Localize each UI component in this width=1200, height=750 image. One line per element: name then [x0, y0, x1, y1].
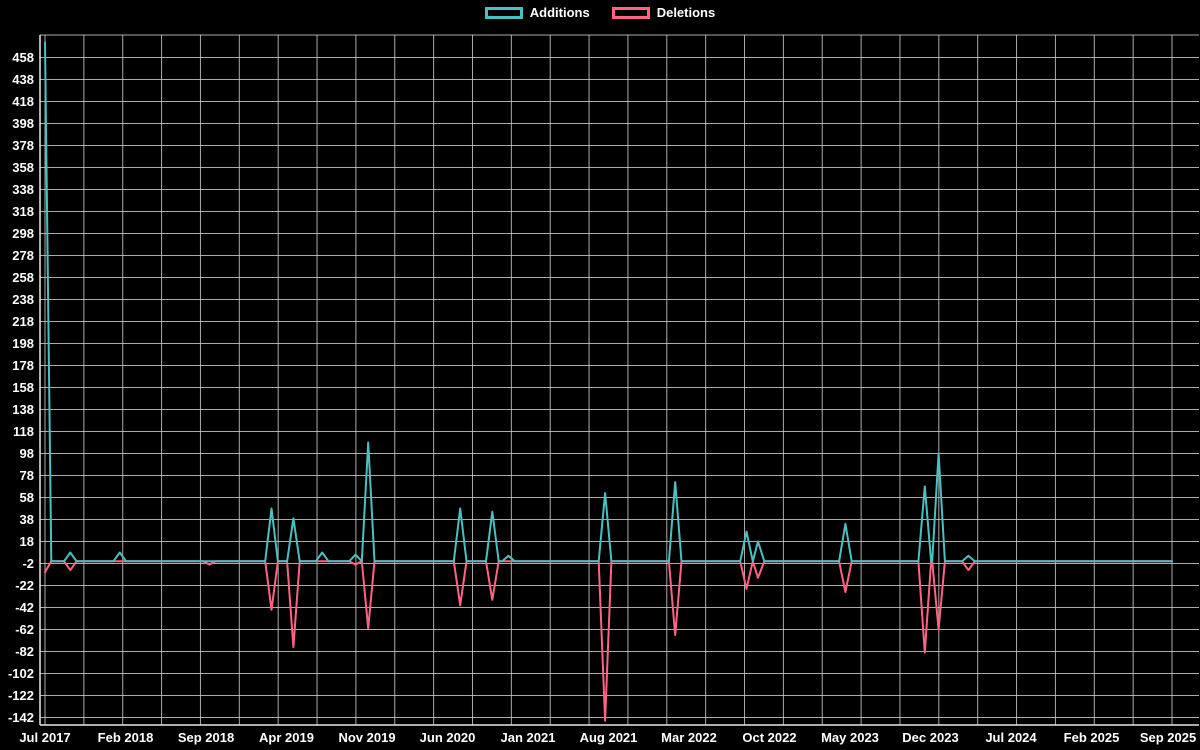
svg-text:98: 98: [20, 446, 34, 461]
svg-text:158: 158: [12, 380, 34, 395]
svg-text:Jul 2024: Jul 2024: [985, 730, 1037, 745]
deletions-legend-swatch: [611, 6, 650, 19]
svg-text:58: 58: [20, 490, 34, 505]
svg-text:78: 78: [20, 468, 34, 483]
svg-text:18: 18: [20, 534, 34, 549]
svg-text:398: 398: [12, 116, 34, 131]
svg-text:Feb 2025: Feb 2025: [1064, 730, 1120, 745]
svg-text:Jul 2017: Jul 2017: [19, 730, 70, 745]
svg-text:198: 198: [12, 336, 34, 351]
chart-legend: Additions Deletions: [0, 6, 1200, 19]
svg-text:-62: -62: [15, 622, 34, 637]
svg-text:298: 298: [12, 226, 34, 241]
legend-item-additions[interactable]: Additions: [484, 5, 590, 20]
svg-text:138: 138: [12, 402, 34, 417]
svg-text:Jun 2020: Jun 2020: [420, 730, 476, 745]
svg-text:218: 218: [12, 314, 34, 329]
svg-text:378: 378: [12, 138, 34, 153]
svg-text:-42: -42: [15, 600, 34, 615]
svg-text:-22: -22: [15, 578, 34, 593]
svg-text:318: 318: [12, 204, 34, 219]
svg-text:258: 258: [12, 270, 34, 285]
svg-text:-142: -142: [8, 710, 34, 725]
svg-text:278: 278: [12, 248, 34, 263]
svg-text:-2: -2: [22, 556, 34, 571]
svg-text:Mar 2022: Mar 2022: [661, 730, 717, 745]
deletions-legend-label: Deletions: [656, 5, 716, 20]
svg-text:Apr 2019: Apr 2019: [259, 730, 314, 745]
svg-text:Sep 2018: Sep 2018: [178, 730, 234, 745]
svg-text:38: 38: [20, 512, 34, 527]
svg-text:Dec 2023: Dec 2023: [902, 730, 958, 745]
svg-text:Nov 2019: Nov 2019: [338, 730, 395, 745]
svg-text:-82: -82: [15, 644, 34, 659]
svg-text:118: 118: [13, 424, 34, 439]
svg-text:178: 178: [12, 358, 34, 373]
svg-text:438: 438: [12, 72, 34, 87]
additions-legend-label: Additions: [529, 5, 590, 20]
legend-item-deletions[interactable]: Deletions: [611, 5, 716, 20]
svg-text:418: 418: [12, 94, 34, 109]
svg-text:338: 338: [12, 182, 34, 197]
svg-text:238: 238: [12, 292, 34, 307]
svg-text:458: 458: [12, 50, 34, 65]
additions-legend-swatch: [484, 6, 523, 19]
svg-text:Jan 2021: Jan 2021: [501, 730, 556, 745]
svg-text:Sep 2025: Sep 2025: [1140, 730, 1196, 745]
svg-text:Aug 2021: Aug 2021: [580, 730, 638, 745]
svg-text:May 2023: May 2023: [821, 730, 879, 745]
svg-text:Feb 2018: Feb 2018: [98, 730, 154, 745]
svg-text:358: 358: [12, 160, 34, 175]
svg-text:-122: -122: [8, 688, 34, 703]
svg-text:Oct 2022: Oct 2022: [742, 730, 796, 745]
svg-text:-102: -102: [8, 666, 34, 681]
